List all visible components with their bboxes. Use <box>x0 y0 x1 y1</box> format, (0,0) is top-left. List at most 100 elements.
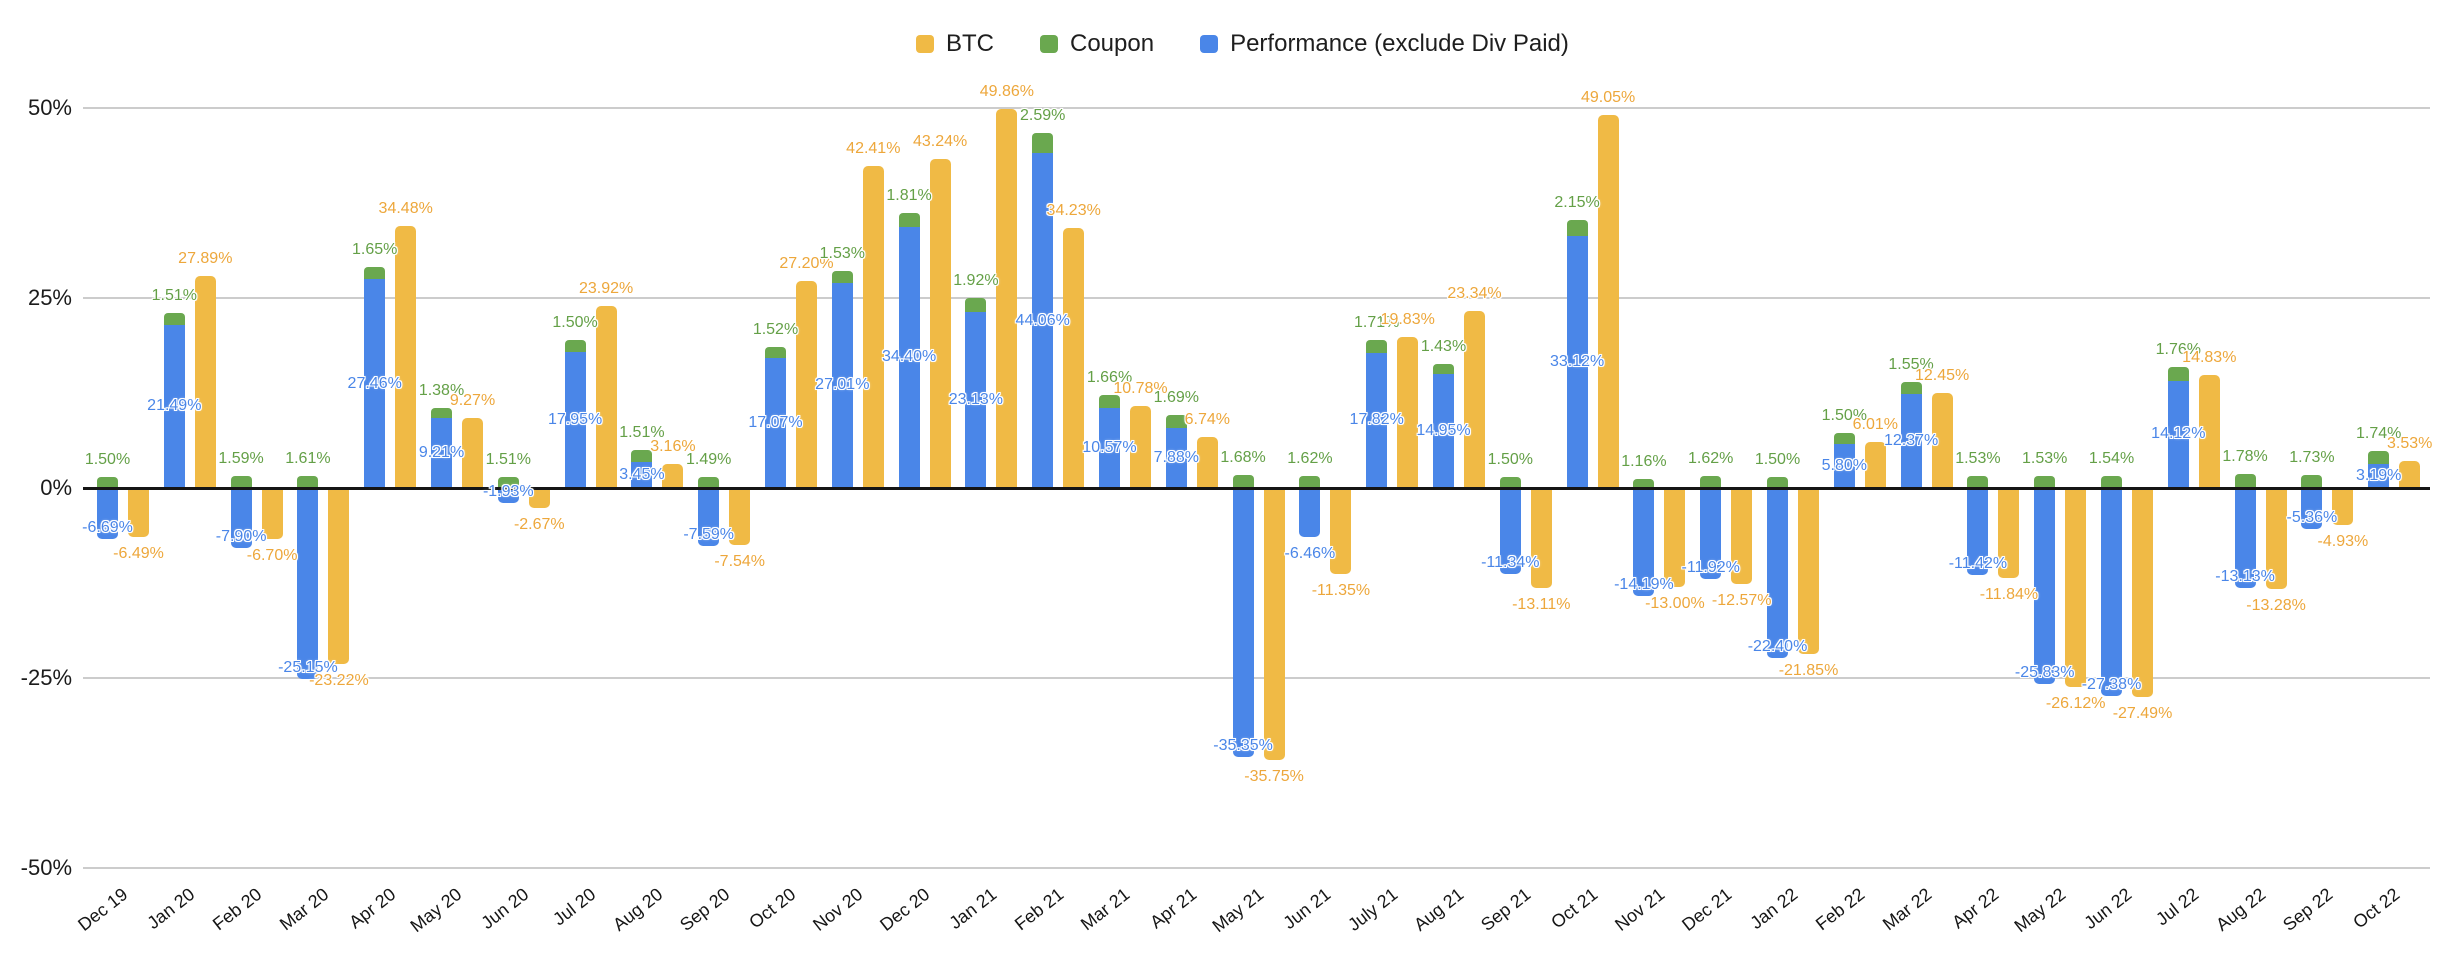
bar-performance[interactable] <box>1900 393 1922 488</box>
bar-performance[interactable] <box>364 279 386 488</box>
bar-btc[interactable] <box>1931 393 1953 488</box>
bar-performance[interactable] <box>831 282 853 488</box>
bar-performance[interactable] <box>1767 488 1788 659</box>
bar-btc[interactable] <box>194 276 216 488</box>
bar-coupon[interactable] <box>1232 475 1254 488</box>
bar-btc[interactable] <box>1998 488 2020 578</box>
bar-btc[interactable] <box>1063 227 1085 488</box>
bar-btc[interactable] <box>1530 488 1552 588</box>
bar-coupon[interactable] <box>1700 475 1722 488</box>
bar-btc[interactable] <box>729 488 751 546</box>
bar-coupon[interactable] <box>1633 479 1655 488</box>
bar-performance[interactable] <box>1032 153 1054 488</box>
bar-performance[interactable] <box>1967 488 1989 575</box>
bar-coupon[interactable] <box>2368 450 2390 464</box>
bar-coupon[interactable] <box>1433 363 1454 375</box>
bar-coupon[interactable] <box>1366 339 1388 353</box>
bar-performance[interactable] <box>97 488 118 539</box>
bar-coupon[interactable] <box>2101 476 2122 488</box>
bar-coupon[interactable] <box>1900 382 1922 394</box>
bar-performance[interactable] <box>564 351 586 488</box>
bar-coupon[interactable] <box>765 346 786 359</box>
bar-coupon[interactable] <box>1566 219 1588 237</box>
bar-performance[interactable] <box>2034 488 2056 685</box>
bar-performance[interactable] <box>898 226 920 488</box>
bar-btc[interactable] <box>929 159 951 488</box>
bar-performance[interactable] <box>2101 488 2122 697</box>
bar-coupon[interactable] <box>2234 474 2256 488</box>
bar-coupon[interactable] <box>2034 476 2056 488</box>
bar-coupon[interactable] <box>1833 432 1855 444</box>
bar-btc[interactable] <box>528 488 550 509</box>
bar-performance[interactable] <box>1366 352 1388 488</box>
bar-btc[interactable] <box>1330 488 1352 575</box>
bar-coupon[interactable] <box>1499 476 1521 488</box>
legend-item-coupon[interactable]: Coupon <box>1040 30 1154 58</box>
bar-performance[interactable] <box>1499 488 1521 575</box>
bar-btc[interactable] <box>1731 488 1753 584</box>
bar-btc[interactable] <box>128 488 149 538</box>
bar-btc[interactable] <box>462 417 483 488</box>
bar-btc[interactable] <box>862 165 884 488</box>
bar-coupon[interactable] <box>1165 415 1187 429</box>
bar-btc[interactable] <box>328 488 350 665</box>
bar-performance[interactable] <box>765 358 786 488</box>
bar-performance[interactable] <box>1099 407 1120 488</box>
bar-btc[interactable] <box>2332 488 2354 526</box>
bar-btc[interactable] <box>1130 406 1151 488</box>
bar-coupon[interactable] <box>631 450 653 462</box>
bar-performance[interactable] <box>1566 236 1588 488</box>
bar-btc[interactable] <box>2198 375 2220 488</box>
bar-coupon[interactable] <box>2301 474 2323 488</box>
bar-coupon[interactable] <box>1767 476 1788 488</box>
bar-performance[interactable] <box>1700 488 1722 579</box>
bar-performance[interactable] <box>698 488 720 546</box>
bar-btc[interactable] <box>2132 488 2153 697</box>
bar-coupon[interactable] <box>831 271 853 283</box>
bar-coupon[interactable] <box>564 340 586 352</box>
bar-coupon[interactable] <box>497 476 519 488</box>
bar-performance[interactable] <box>1833 443 1855 488</box>
bar-btc[interactable] <box>1798 488 1819 655</box>
bar-performance[interactable] <box>163 324 185 488</box>
bar-btc[interactable] <box>1263 488 1285 760</box>
bar-performance[interactable] <box>2234 488 2256 588</box>
bar-performance[interactable] <box>965 312 987 488</box>
bar-btc[interactable] <box>1664 488 1686 587</box>
bar-performance[interactable] <box>631 461 653 488</box>
bar-btc[interactable] <box>1864 442 1886 488</box>
bar-coupon[interactable] <box>965 297 987 313</box>
bar-btc[interactable] <box>996 109 1018 488</box>
bar-coupon[interactable] <box>898 212 920 227</box>
bar-coupon[interactable] <box>698 476 720 488</box>
bar-btc[interactable] <box>1597 115 1619 488</box>
bar-btc[interactable] <box>395 225 417 488</box>
bar-coupon[interactable] <box>230 475 252 488</box>
bar-coupon[interactable] <box>431 407 452 418</box>
bar-btc[interactable] <box>595 306 617 488</box>
bar-btc[interactable] <box>261 488 283 539</box>
bar-performance[interactable] <box>1633 488 1655 596</box>
bar-performance[interactable] <box>230 488 252 549</box>
bar-coupon[interactable] <box>1032 133 1054 154</box>
bar-coupon[interactable] <box>2167 367 2189 381</box>
bar-performance[interactable] <box>431 418 452 488</box>
bar-btc[interactable] <box>2065 488 2087 687</box>
bar-btc[interactable] <box>2265 488 2287 589</box>
bar-performance[interactable] <box>297 488 319 680</box>
bar-performance[interactable] <box>1232 488 1254 757</box>
bar-coupon[interactable] <box>97 476 118 488</box>
bar-btc[interactable] <box>662 463 684 488</box>
bar-performance[interactable] <box>497 488 519 503</box>
bar-btc[interactable] <box>2399 461 2421 488</box>
bar-btc[interactable] <box>1397 337 1419 488</box>
bar-btc[interactable] <box>1464 310 1485 488</box>
bar-performance[interactable] <box>2167 380 2189 488</box>
bar-coupon[interactable] <box>1099 395 1120 408</box>
legend-item-btc[interactable]: BTC <box>916 30 994 58</box>
bar-performance[interactable] <box>2368 463 2390 488</box>
bar-coupon[interactable] <box>297 475 319 488</box>
bar-coupon[interactable] <box>1299 475 1321 488</box>
bar-btc[interactable] <box>1196 436 1218 488</box>
bar-coupon[interactable] <box>364 266 386 280</box>
